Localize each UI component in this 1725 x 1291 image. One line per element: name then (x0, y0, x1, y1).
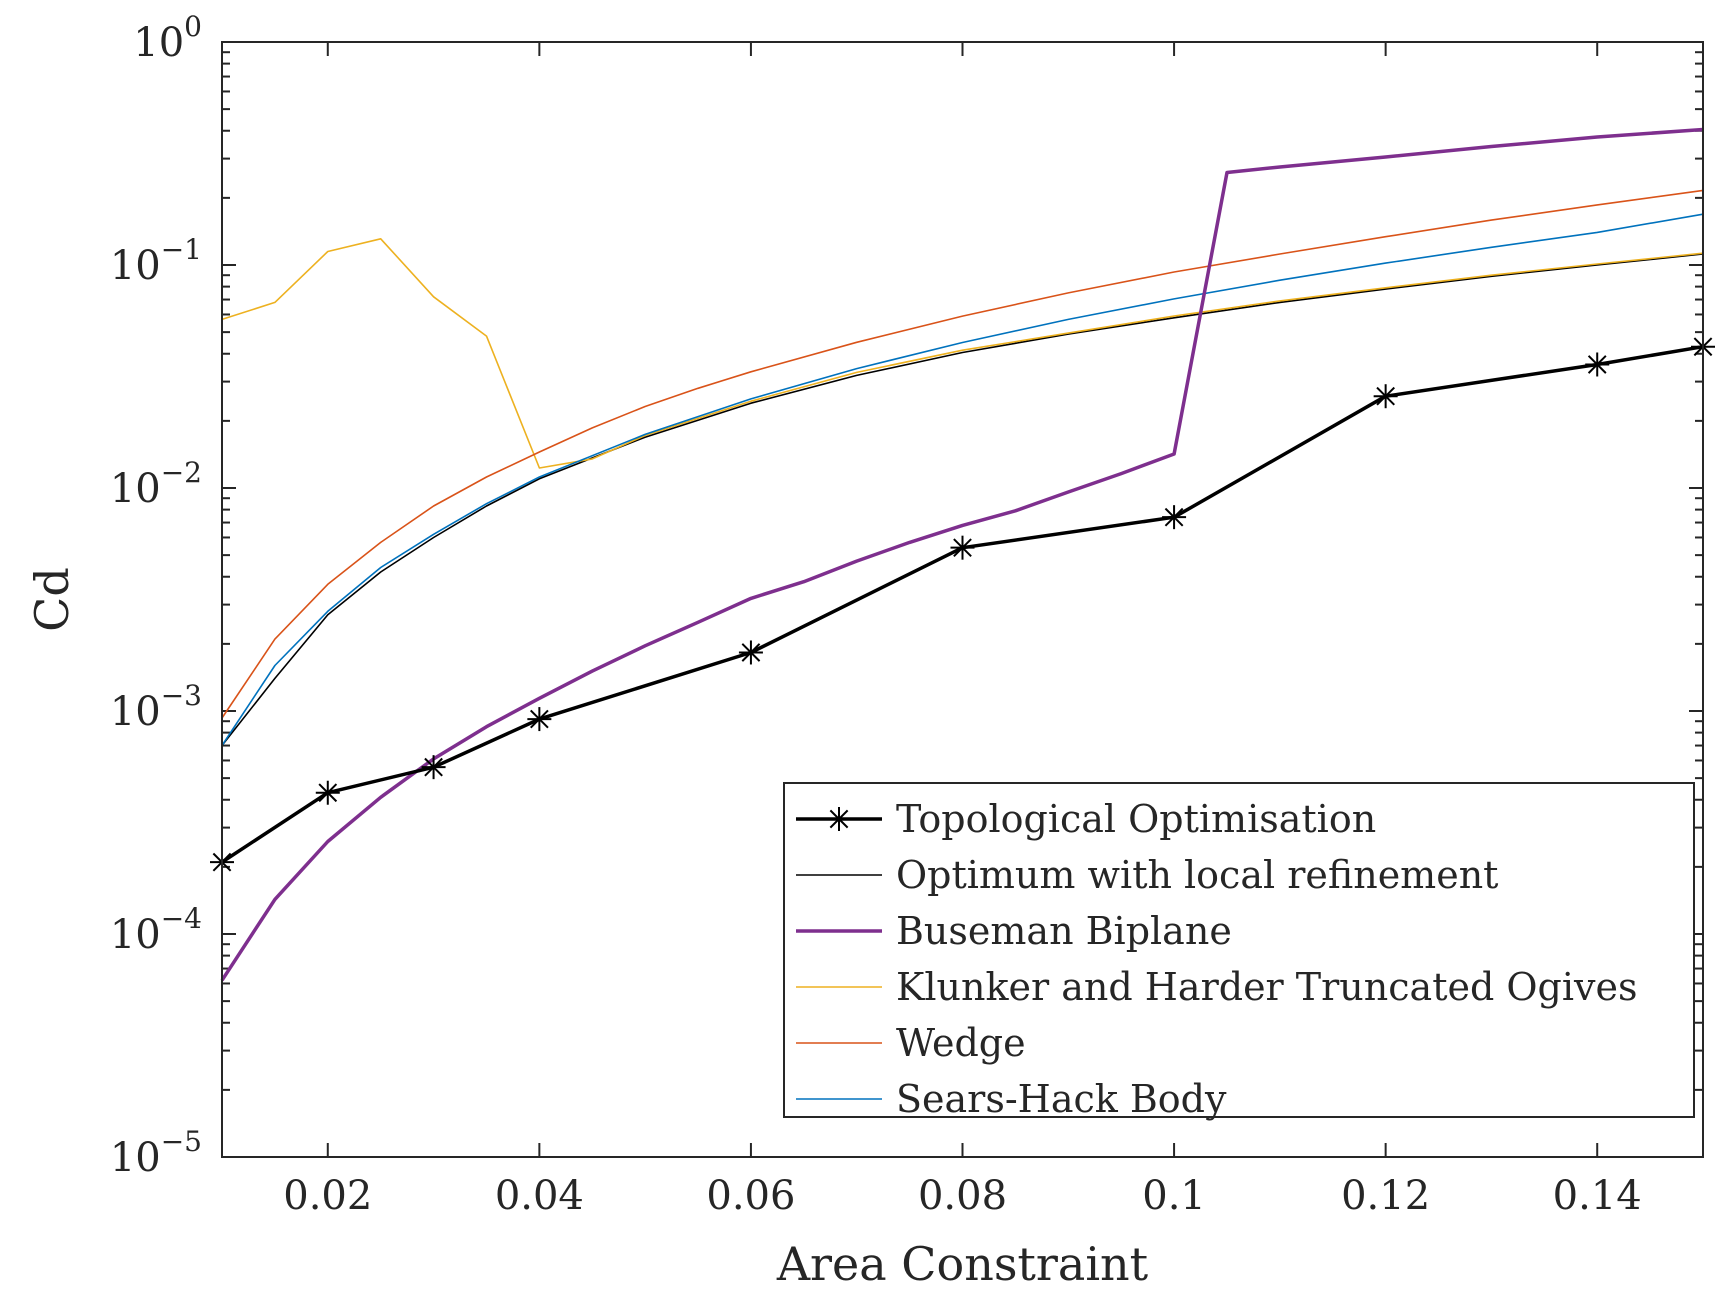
axis-ticks (222, 41, 1703, 1158)
y-tick-label: 10−2 (110, 456, 202, 512)
y-tick-label: 10−3 (110, 679, 202, 735)
y-tick-base: 10 (110, 1135, 161, 1181)
x-tick-label: 0.12 (1341, 1173, 1430, 1219)
legend-label: Klunker and Harder Truncated Ogives (896, 965, 1637, 1009)
x-tick-label: 0.04 (495, 1173, 584, 1219)
y-tick-base: 10 (110, 466, 161, 512)
plot-series (210, 127, 1715, 982)
x-tick-label: 0.1 (1142, 1173, 1206, 1219)
x-tick-label: 0.06 (706, 1173, 795, 1219)
x-tick-label: 0.02 (283, 1173, 372, 1219)
legend-label: Wedge (896, 1021, 1026, 1065)
series-line-topological-optimisation (221, 344, 1704, 864)
y-tick-exponent: −2 (161, 456, 202, 489)
legend: Topological Optimisation Optimum with loc… (783, 782, 1695, 1121)
y-axis-title: Cd (25, 567, 79, 632)
y-tick-exponent: −5 (161, 1125, 202, 1158)
data-point-marker (1373, 384, 1398, 409)
y-tick-base: 10 (110, 689, 161, 735)
legend-marker (827, 807, 851, 831)
legend-label: Buseman Biplane (896, 909, 1232, 953)
y-tick-label: 100 (133, 10, 202, 66)
plot-area-frame (221, 41, 1704, 1158)
y-tick-exponent: −1 (161, 233, 202, 266)
data-point-marker (950, 535, 975, 560)
legend-label: Sears-Hack Body (896, 1077, 1227, 1121)
y-tick-exponent: −4 (161, 902, 202, 935)
series-line-klunker-and-harder-truncated-ogives (221, 238, 1704, 469)
y-tick-exponent: 0 (184, 10, 202, 43)
y-tick-base: 10 (133, 20, 184, 66)
y-tick-base: 10 (110, 912, 161, 958)
data-point-marker (421, 755, 446, 780)
legend-label: Topological Optimisation (896, 797, 1376, 841)
data-point-marker (1162, 505, 1187, 530)
x-axis-title: Area Constraint (776, 1237, 1149, 1291)
legend-label: Optimum with local refinement (896, 853, 1498, 897)
x-tick-label: 0.08 (918, 1173, 1007, 1219)
tick-labels: 0.02 0.04 0.06 0.08 0.1 0.12 0.1410010−110−210… (110, 10, 1642, 1219)
y-tick-exponent: −3 (161, 679, 202, 712)
data-point-marker (1585, 352, 1610, 377)
y-tick-label: 10−5 (110, 1125, 202, 1181)
data-point-marker (527, 707, 552, 732)
data-point-marker (738, 640, 763, 665)
y-tick-label: 10−1 (110, 233, 202, 289)
data-point-marker (315, 780, 340, 805)
series-line-sears-hack-body (221, 213, 1704, 746)
y-tick-label: 10−4 (110, 902, 202, 958)
legend-box (783, 782, 1695, 1118)
series-line-optimum-with-local-refinement (221, 253, 1704, 746)
x-tick-label: 0.14 (1553, 1173, 1642, 1219)
series-line-wedge (221, 189, 1704, 719)
y-tick-base: 10 (110, 243, 161, 289)
